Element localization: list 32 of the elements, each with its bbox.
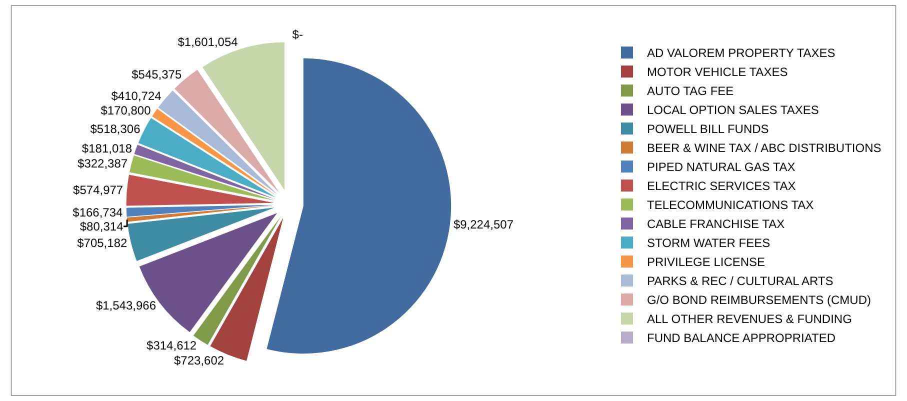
data-label: $314,612 [146,338,197,352]
legend-label: AUTO TAG FEE [647,84,734,98]
data-label: $1,543,966 [96,298,156,313]
legend-label: G/O BOND REIMBURSEMENTS (CMUD) [647,293,872,308]
data-label: $181,018 [82,142,132,156]
data-label: $9,224,507 [453,218,514,232]
data-label: $410,724 [111,88,162,103]
legend-label: MOTOR VEHICLE TAXES [647,65,788,80]
legend-label: TELECOMMUNICATIONS TAX [647,198,814,212]
legend-label: PIPED NATURAL GAS TAX [647,160,796,174]
data-label: $170,800 [100,103,152,118]
legend-label: AD VALOREM PROPERTY TAXES [647,46,836,60]
data-label: $80,314 [80,219,124,234]
data-label: $1,601,054 [178,35,238,50]
legend-label: FUND BALANCE APPROPRIATED [647,331,836,346]
data-label: $705,182 [77,236,128,250]
legend-label: CABLE FRANCHISE TAX [647,217,785,232]
legend-label: LOCAL OPTION SALES TAXES [647,103,819,118]
data-label: $545,375 [132,68,182,82]
data-label: $166,734 [72,205,124,220]
data-label: $574,977 [73,183,124,198]
legend-label: PARKS & REC / CULTURAL ARTS [647,274,834,288]
legend-label: ELECTRIC SERVICES TAX [647,179,796,194]
legend-label: POWELL BILL FUNDS [647,122,769,136]
legend-label: PRIVILEGE LICENSE [647,255,766,270]
data-label: $322,387 [78,156,128,170]
legend-label: ALL OTHER REVENUES & FUNDING [647,312,852,326]
data-label: $518,306 [90,122,141,136]
legend-label: STORM WATER FEES [647,236,770,250]
legend-label: BEER & WINE TAX / ABC DISTRIBUTIONS [647,141,882,156]
text: $- [292,28,303,42]
data-label: $723,602 [174,354,224,368]
